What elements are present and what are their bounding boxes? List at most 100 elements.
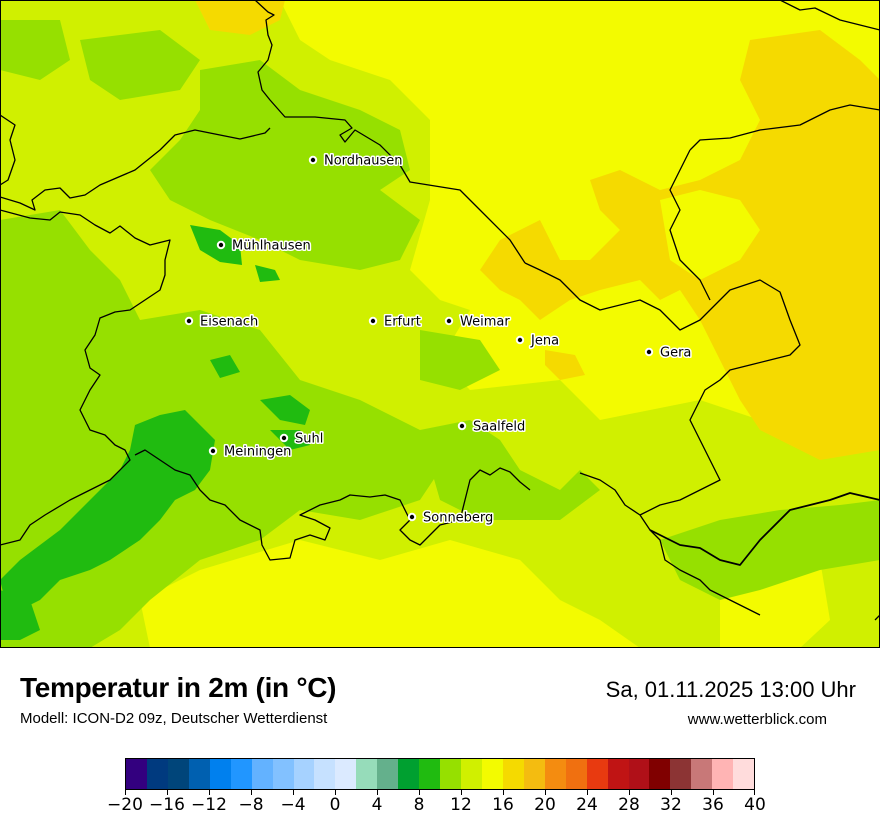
colorbar-bin xyxy=(691,759,713,789)
city-label: Erfurt xyxy=(384,315,421,330)
colorbar-bin xyxy=(314,759,336,789)
colorbar-tick-label: 32 xyxy=(660,795,682,815)
colorbar-bin xyxy=(293,759,315,789)
city-gera: Gera xyxy=(644,344,693,362)
colorbar-tick-label: −12 xyxy=(191,795,227,815)
border-czech-east xyxy=(649,492,880,566)
colorbar-bin xyxy=(398,759,420,789)
colorbar-bin xyxy=(586,759,608,789)
colorbar-bin xyxy=(272,759,294,789)
city-label: Gera xyxy=(660,346,691,361)
city-dot-icon xyxy=(368,316,378,326)
city-markers: Nordhausen Mühlhausen Eisenach Erfurt Weimar… xyxy=(184,152,693,527)
colorbar-tick xyxy=(209,790,210,795)
border-saxony xyxy=(524,262,801,516)
city-nordhausen: Nordhausen xyxy=(308,152,404,170)
colorbar-tick-label: −8 xyxy=(238,795,264,815)
model-source: Modell: ICON-D2 09z, Deutscher Wetterdie… xyxy=(20,710,328,727)
colorbar-tick-label: 40 xyxy=(744,795,766,815)
colorbar-bin xyxy=(251,759,273,789)
colorbar-bin xyxy=(523,759,545,789)
temperature-field-14-16-east-pocket xyxy=(620,190,760,365)
colorbar-bin xyxy=(440,759,461,789)
city-erfurt: Erfurt xyxy=(368,313,422,331)
temperature-field-14-16-south xyxy=(140,540,640,648)
city-weimar: Weimar xyxy=(444,313,512,331)
city-dot-icon xyxy=(457,421,467,431)
border-hesse xyxy=(0,209,171,546)
colorbar-tick-label: 24 xyxy=(576,795,598,815)
border-czech xyxy=(579,472,761,616)
city-dot-icon xyxy=(279,433,289,443)
colorbar-tick xyxy=(503,790,504,795)
colorbar-bin xyxy=(146,759,168,789)
colorbar-tick xyxy=(293,790,294,795)
colorbar-bin xyxy=(356,759,378,789)
city-label: Nordhausen xyxy=(324,154,403,169)
colorbar-tick-label: 36 xyxy=(702,795,724,815)
colorbar-bin xyxy=(628,759,650,789)
city-jena: Jena xyxy=(515,332,561,350)
temperature-field-16-18-north xyxy=(195,0,285,35)
city-sonneberg: Sonneberg xyxy=(407,509,495,527)
colorbar-bin xyxy=(126,759,147,789)
colorbar-bin xyxy=(419,759,441,789)
colorbar-tick xyxy=(461,790,462,795)
temperature-colorbar xyxy=(125,758,755,790)
city-label: Weimar xyxy=(460,315,510,330)
city-label: Jena xyxy=(530,334,559,349)
city-mühlhausen: Mühlhausen xyxy=(216,237,312,255)
temperature-field-10-12-northeast-pocket xyxy=(420,330,500,390)
city-dot-icon xyxy=(444,316,454,326)
city-label: Saalfeld xyxy=(473,420,525,435)
border-east-upper xyxy=(689,104,880,151)
border-west xyxy=(0,127,271,211)
city-suhl: Suhl xyxy=(279,430,325,448)
city-label: Sonneberg xyxy=(423,511,493,526)
valid-datetime: Sa, 01.11.2025 13:00 Uhr xyxy=(605,677,856,702)
colorbar-tick-label: 8 xyxy=(413,795,425,815)
website-link[interactable]: www.wetterblick.com xyxy=(687,711,827,728)
colorbar-tick-label: −20 xyxy=(107,795,143,815)
colorbar-tick-label: −4 xyxy=(280,795,306,815)
temperature-field-10-12-east xyxy=(660,500,880,600)
city-dot-icon xyxy=(515,335,525,345)
border-east-mid xyxy=(669,149,711,301)
colorbar-tick-label: 16 xyxy=(492,795,514,815)
map-canvas: Nordhausen Mühlhausen Eisenach Erfurt Weimar… xyxy=(0,0,880,648)
city-label: Eisenach xyxy=(200,315,258,330)
colorbar-bin xyxy=(167,759,189,789)
colorbar-bin xyxy=(649,759,671,789)
city-dot-icon xyxy=(644,347,654,357)
map-title: Temperatur in 2m (in °C) xyxy=(20,672,337,703)
colorbar-bin xyxy=(607,759,629,789)
border-bavaria xyxy=(134,449,531,561)
colorbar-bin xyxy=(544,759,566,789)
colorbar-tick xyxy=(671,790,672,795)
colorbar-tick xyxy=(713,790,714,795)
colorbar-bin xyxy=(209,759,231,789)
colorbar-tick xyxy=(754,790,755,795)
city-dot-icon xyxy=(216,240,226,250)
colorbar-tick xyxy=(587,790,588,795)
colorbar-bin xyxy=(712,759,734,789)
colorbar-tick-label: 20 xyxy=(534,795,556,815)
city-saalfeld: Saalfeld xyxy=(457,418,527,436)
city-meiningen: Meiningen xyxy=(208,443,293,461)
colorbar-bin xyxy=(670,759,692,789)
border-north xyxy=(254,0,526,264)
colorbar-tick xyxy=(251,790,252,795)
colorbar-ticks: −20 −16 −12 −8 −4 0 4 8 12 16 20 24 28 32 36 40 xyxy=(107,790,766,820)
state-borders xyxy=(0,0,880,621)
colorbar-tick-label: 12 xyxy=(450,795,472,815)
city-eisenach: Eisenach xyxy=(184,313,260,331)
colorbar-tick xyxy=(167,790,168,795)
colorbar-bin xyxy=(230,759,252,789)
colorbar-tick-label: 0 xyxy=(329,795,341,815)
city-label: Meiningen xyxy=(224,445,291,460)
colorbar-tick-label: 28 xyxy=(618,795,640,815)
colorbar-tick xyxy=(377,790,378,795)
colorbar-tick-label: −16 xyxy=(149,795,185,815)
colorbar-bin xyxy=(502,759,524,789)
colorbar-bin xyxy=(565,759,587,789)
